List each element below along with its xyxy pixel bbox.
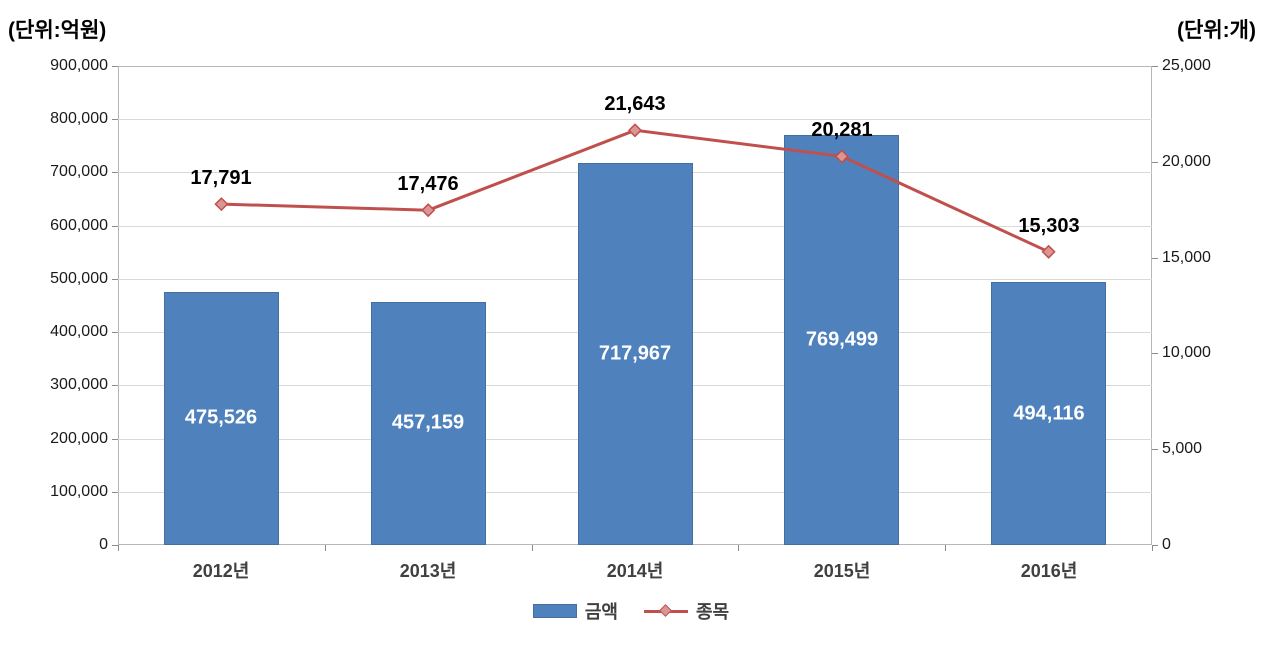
gridline	[118, 119, 1152, 120]
y-axis-right-tick	[1152, 162, 1158, 163]
bar-value-label: 769,499	[805, 328, 879, 351]
x-axis-category-label: 2014년	[606, 561, 664, 581]
legend: 금액 종목	[0, 598, 1262, 624]
legend-line-swatch	[644, 604, 688, 618]
legend-item-bar: 금액	[532, 598, 618, 624]
x-axis-category-label: 2012년	[192, 561, 250, 581]
bar-value-label: 475,526	[184, 406, 258, 429]
y-axis-right-tick-label: 0	[1162, 536, 1171, 553]
y-axis-right-tick	[1152, 545, 1158, 546]
x-axis-category-label: 2015년	[813, 561, 871, 581]
y-axis-right-tick	[1152, 353, 1158, 354]
y-axis-left-tick	[112, 545, 118, 546]
y-axis-left-tick	[112, 385, 118, 386]
y-axis-right-tick	[1152, 258, 1158, 259]
y-axis-left-tick	[112, 279, 118, 280]
y-axis-left-tick-label: 500,000	[50, 270, 108, 287]
line-marker-diamond	[421, 203, 436, 218]
y-axis-left-tick-label: 200,000	[50, 430, 108, 447]
bar-value-label: 717,967	[598, 342, 672, 365]
line-marker-diamond	[214, 197, 229, 212]
x-axis-tick	[945, 545, 946, 551]
y-axis-left-tick	[112, 226, 118, 227]
line-point-label: 21,643	[604, 93, 666, 115]
legend-item-line: 종목	[644, 598, 729, 624]
y-axis-right-tick	[1152, 449, 1158, 450]
legend-bar-swatch	[532, 604, 577, 618]
line-point-label: 15,303	[1018, 215, 1080, 237]
y-axis-right-tick-label: 15,000	[1162, 249, 1211, 266]
y-axis-left-tick-label: 600,000	[50, 217, 108, 234]
y-axis-left-tick	[112, 439, 118, 440]
bar	[784, 135, 899, 545]
line-series-path	[221, 128, 1050, 254]
x-axis-tick	[738, 545, 739, 551]
line-point-label: 17,476	[397, 173, 459, 195]
bar	[164, 292, 279, 545]
legend-label: 종목	[696, 602, 730, 622]
y-axis-right-tick-label: 5,000	[1162, 440, 1203, 457]
line-marker-diamond	[1041, 244, 1056, 259]
line-point-label: 20,281	[811, 119, 873, 141]
y-axis-left-tick	[112, 66, 118, 67]
bar	[578, 163, 693, 545]
x-axis-tick	[1152, 545, 1153, 551]
y-axis-left-tick	[112, 332, 118, 333]
bar	[991, 282, 1106, 545]
bar-value-label: 494,116	[1013, 402, 1085, 425]
right-axis-unit-label: (단위:개)	[1177, 19, 1256, 42]
y-axis-right-tick-label: 10,000	[1162, 344, 1211, 361]
y-axis-left-tick-label: 700,000	[50, 163, 108, 180]
y-axis-left-tick-label: 0	[99, 536, 108, 553]
x-axis-tick	[325, 545, 326, 551]
x-axis-tick	[532, 545, 533, 551]
y-axis-left-tick	[112, 492, 118, 493]
legend-label: 금액	[584, 602, 618, 622]
y-axis-left-tick-label: 400,000	[50, 323, 108, 340]
left-axis-unit-label: (단위:억원)	[8, 19, 107, 42]
x-axis-category-label: 2013년	[399, 561, 457, 581]
y-axis-left-tick-label: 100,000	[50, 483, 108, 500]
y-axis-left-tick-label: 300,000	[50, 376, 108, 393]
bar	[371, 302, 486, 545]
line-marker-diamond	[834, 149, 849, 164]
y-axis-left-tick	[112, 119, 118, 120]
bar-value-label: 457,159	[391, 411, 465, 434]
y-axis-left-tick	[112, 172, 118, 173]
line-marker-diamond	[627, 123, 643, 138]
x-axis-category-label: 2016년	[1020, 561, 1078, 581]
y-axis-left-tick-label: 800,000	[50, 110, 108, 127]
line-point-label: 17,791	[190, 167, 252, 189]
y-axis-left-tick-label: 900,000	[50, 57, 108, 74]
y-axis-right-tick-label: 25,000	[1162, 57, 1211, 74]
y-axis-right-tick-label: 20,000	[1162, 153, 1211, 170]
x-axis-tick	[118, 545, 119, 551]
y-axis-right-tick	[1152, 66, 1158, 67]
